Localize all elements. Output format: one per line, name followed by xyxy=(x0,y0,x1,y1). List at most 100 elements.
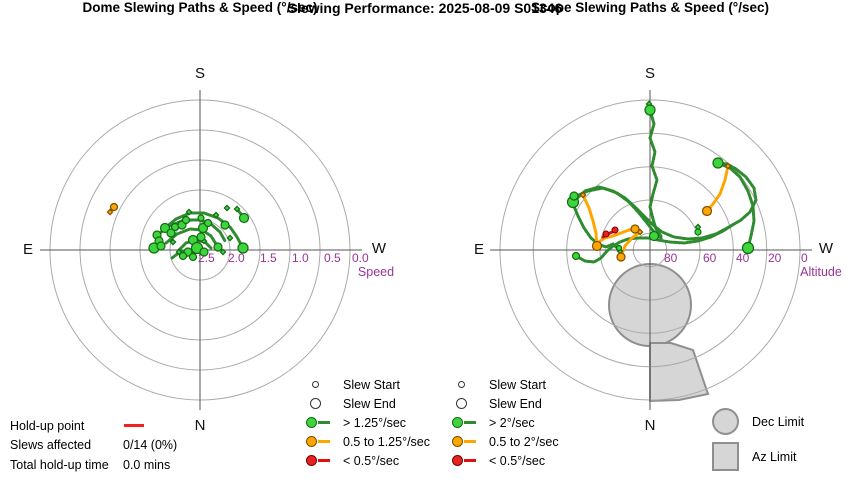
legend-row-az-limit: Az Limit xyxy=(706,442,804,471)
slew-end-marker xyxy=(196,232,206,242)
mid-speed-icon xyxy=(452,436,463,447)
slew-start-marker xyxy=(223,204,231,212)
green-slew-path xyxy=(164,227,218,246)
slew-start-icon xyxy=(458,381,465,388)
legend-label: Slew Start xyxy=(343,377,400,392)
legend-label: 0.5 to 1.25°/sec xyxy=(343,434,430,449)
slew-start-icon xyxy=(312,381,319,388)
legend-row-slow: < 0.5°/sec xyxy=(306,451,430,470)
green-slew-path xyxy=(163,211,245,250)
slew-start-marker xyxy=(185,208,193,216)
radial-tick-label: 20 xyxy=(768,251,782,265)
slew-end-marker xyxy=(188,252,198,262)
green-slew-path xyxy=(572,186,663,240)
slew-start-marker xyxy=(233,205,241,213)
compass-label-E: E xyxy=(23,241,33,258)
legend-row-dec-limit: Dec Limit xyxy=(706,408,804,435)
slew-start-marker xyxy=(212,211,220,219)
slew-start-marker xyxy=(226,234,234,242)
limits-legend: Dec Limit Az Limit xyxy=(706,408,804,478)
compass-label-W: W xyxy=(819,240,834,257)
legend-label: Az Limit xyxy=(752,449,797,464)
radial-tick-label: 0.5 xyxy=(324,251,341,265)
slew-end-marker xyxy=(569,191,579,201)
slew-end-marker xyxy=(237,242,249,254)
radial-tick-label: 80 xyxy=(664,251,678,265)
legend-label: > 1.25°/sec xyxy=(343,415,407,430)
holdup-stats: Hold-up point Slews affected 0/14 (0%) T… xyxy=(10,416,177,475)
orange-slew-path xyxy=(705,164,730,213)
radial-tick-label: 0 xyxy=(801,251,808,265)
green-slew-path xyxy=(716,161,756,250)
dome-speed-legend: Slew Start Slew End > 1.25°/sec 0.5 to 1… xyxy=(306,375,430,470)
scope-chart-title: Scope Slewing Paths & Speed (°/sec) xyxy=(531,0,769,15)
slew-end-marker xyxy=(238,212,250,224)
radial-tick-label: 60 xyxy=(703,251,717,265)
radial-tick-label: 1.5 xyxy=(260,251,277,265)
legend-label: > 2°/sec xyxy=(489,415,535,430)
holdup-point-icon xyxy=(124,424,144,428)
slew-end-marker xyxy=(166,228,176,238)
az-limit-region xyxy=(649,342,710,403)
slew-end-marker xyxy=(648,230,660,242)
slew-end-marker xyxy=(571,251,581,261)
compass-label-S: S xyxy=(645,65,655,82)
slew-end-marker xyxy=(611,226,619,234)
slew-end-marker xyxy=(591,240,603,252)
legend-row-slew-end: Slew End xyxy=(306,394,430,413)
slew-start-marker xyxy=(724,162,732,170)
slew-end-marker xyxy=(741,241,755,255)
slew-end-marker xyxy=(203,218,213,228)
slew-end-marker xyxy=(181,215,191,225)
slew-end-marker xyxy=(197,214,205,222)
slew-end-marker xyxy=(156,241,166,251)
legend-row-mid: 0.5 to 2°/sec xyxy=(452,432,559,451)
stat-row-slews-affected: Slews affected 0/14 (0%) xyxy=(10,436,177,456)
green-slew-path xyxy=(571,202,622,253)
orange-slew-path xyxy=(595,227,637,245)
az-limit-icon xyxy=(712,442,739,471)
green-slew-path xyxy=(574,222,736,264)
orange-slew-path xyxy=(581,193,599,248)
legend-label: Slew End xyxy=(489,396,542,411)
legend-label: 0.5 to 2°/sec xyxy=(489,434,559,449)
stat-label: Hold-up point xyxy=(10,418,85,433)
scope-speed-legend: Slew Start Slew End > 2°/sec 0.5 to 2°/s… xyxy=(452,375,559,470)
slew-end-marker xyxy=(701,205,713,217)
slew-end-marker xyxy=(178,251,188,261)
slew-end-marker xyxy=(694,228,702,236)
legend-label: Slew Start xyxy=(489,377,546,392)
compass-label-W: W xyxy=(372,240,387,257)
radial-tick-label: 2.0 xyxy=(228,251,245,265)
green-slew-path xyxy=(648,108,663,238)
compass-label-N: N xyxy=(645,417,656,434)
slow-speed-icon xyxy=(452,455,463,466)
slew-end-marker xyxy=(712,157,724,169)
slew-end-marker xyxy=(602,230,610,238)
radial-axis-title: Speed xyxy=(358,265,394,279)
slew-start-marker xyxy=(219,248,227,256)
slew-end-marker xyxy=(644,104,656,116)
legend-row-slew-end: Slew End xyxy=(452,394,559,413)
radial-tick-label: 40 xyxy=(736,251,750,265)
stat-label: Slews affected xyxy=(10,438,92,453)
dec-limit-icon xyxy=(712,408,739,435)
slew-end-marker xyxy=(199,247,209,257)
stat-label: Total hold-up time xyxy=(10,457,109,472)
slew-end-marker xyxy=(220,220,230,230)
slew-end-icon xyxy=(310,398,321,409)
slew-end-marker xyxy=(630,224,640,234)
stat-value: 0/14 (0%) xyxy=(123,438,178,453)
orange-slew-path xyxy=(619,230,642,259)
legend-row-slew-start: Slew Start xyxy=(306,375,430,394)
slew-end-icon xyxy=(456,398,467,409)
slow-speed-icon xyxy=(306,455,317,466)
compass-label-N: N xyxy=(195,417,206,434)
dome-chart-title: Dome Slewing Paths & Speed (°/sec) xyxy=(82,0,318,15)
legend-row-fast: > 1.25°/sec xyxy=(306,413,430,432)
slew-end-marker xyxy=(159,222,171,234)
slew-start-marker xyxy=(106,208,114,216)
